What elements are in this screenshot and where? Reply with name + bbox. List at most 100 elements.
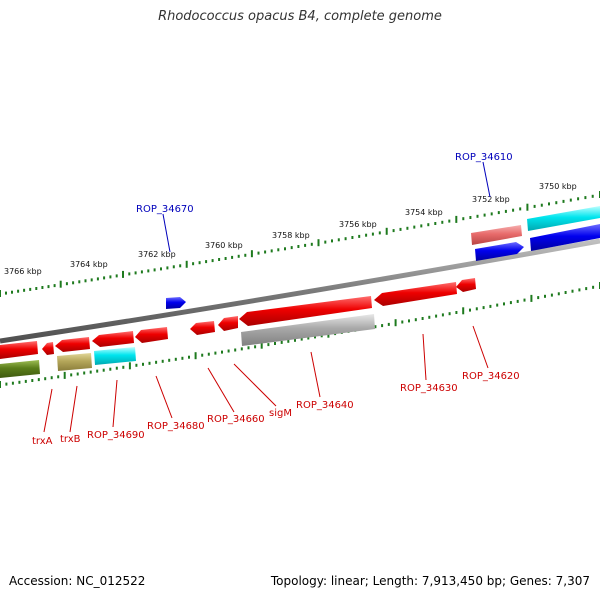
gene-rop-34630[interactable] xyxy=(374,282,457,306)
label-sigM: sigM xyxy=(269,408,292,419)
gene-red-left-edge[interactable] xyxy=(0,341,38,359)
gene-blue-right-2[interactable] xyxy=(530,224,600,251)
minor-tick xyxy=(523,298,526,302)
tick-label: 3758 kbp xyxy=(272,231,310,240)
major-tick xyxy=(526,203,529,211)
minor-tick xyxy=(270,249,273,253)
minor-tick xyxy=(57,375,60,379)
gene-trxB[interactable] xyxy=(55,337,90,352)
minor-tick xyxy=(11,290,13,294)
major-tick xyxy=(530,294,533,302)
label-leader-lines xyxy=(43,161,491,433)
minor-tick xyxy=(562,199,565,203)
minor-tick xyxy=(476,214,479,218)
minor-tick xyxy=(96,369,99,373)
gene-rop-34660[interactable] xyxy=(218,316,238,331)
minor-tick xyxy=(441,313,444,317)
major-tick xyxy=(63,371,66,379)
minor-tick xyxy=(569,198,572,202)
genome-backbone xyxy=(0,238,600,344)
minor-tick xyxy=(84,279,87,283)
gene-rop-34670[interactable] xyxy=(166,297,186,309)
minor-tick xyxy=(44,377,47,381)
minor-tick xyxy=(578,288,581,292)
minor-tick xyxy=(374,325,377,329)
label-rop-34690: ROP_34690 xyxy=(87,430,145,441)
minor-tick xyxy=(221,350,223,354)
leader-trxB xyxy=(69,385,78,433)
minor-tick xyxy=(455,311,458,314)
minor-tick xyxy=(280,340,283,344)
minor-tick xyxy=(142,362,144,366)
minor-tick xyxy=(78,280,81,284)
minor-tick xyxy=(17,289,20,293)
scale-tick-labels: 3766 kbp 3764 kbp 3762 kbp 3760 kbp 3758… xyxy=(4,182,577,276)
major-tick xyxy=(455,215,458,223)
minor-tick xyxy=(109,367,112,371)
minor-tick xyxy=(592,285,595,289)
major-tick xyxy=(394,319,397,327)
minor-tick xyxy=(128,272,131,276)
tick-label: 3760 kbp xyxy=(205,241,243,250)
minor-tick xyxy=(53,284,56,288)
minor-tick xyxy=(544,294,546,298)
gene-sigM[interactable] xyxy=(190,321,215,335)
gene-rop-34690[interactable] xyxy=(92,331,134,347)
minor-tick xyxy=(65,282,68,286)
minor-tick xyxy=(29,287,32,291)
gene-rop-34620[interactable] xyxy=(456,278,476,292)
minor-tick xyxy=(174,357,177,361)
minor-tick xyxy=(76,372,79,376)
minor-tick xyxy=(41,286,44,289)
minor-tick xyxy=(72,281,75,285)
leader-trxA xyxy=(43,388,53,433)
gene-rop-34640[interactable] xyxy=(239,296,372,326)
minor-tick xyxy=(482,306,485,310)
minor-tick xyxy=(227,349,230,353)
minor-tick xyxy=(428,315,431,319)
leader-rop-34640 xyxy=(310,351,321,398)
major-tick xyxy=(260,341,263,349)
minor-tick xyxy=(462,217,465,221)
minor-tick xyxy=(294,338,296,342)
minor-tick xyxy=(516,299,519,303)
minor-tick xyxy=(148,361,151,365)
minor-tick xyxy=(421,317,424,320)
label-rop-34660: ROP_34660 xyxy=(207,414,265,425)
tick-label: 3764 kbp xyxy=(70,260,108,269)
minor-tick xyxy=(331,239,333,243)
minor-tick xyxy=(96,277,99,281)
minor-tick xyxy=(584,196,587,200)
minor-tick xyxy=(277,248,280,252)
minor-tick xyxy=(18,380,21,384)
gene-olive-left[interactable] xyxy=(0,360,40,378)
gene-trxA[interactable] xyxy=(42,342,54,355)
minor-tick xyxy=(378,231,381,235)
gene-rop-34610[interactable] xyxy=(471,225,522,245)
minor-tick xyxy=(181,356,184,360)
minor-tick xyxy=(434,222,437,225)
minor-tick xyxy=(237,254,240,258)
minor-tick xyxy=(448,312,451,316)
gene-cyan-left[interactable] xyxy=(94,347,136,365)
minor-tick xyxy=(47,285,50,289)
minor-tick xyxy=(337,238,340,242)
leader-rop-34660 xyxy=(207,367,235,413)
minor-tick xyxy=(365,233,368,237)
gene-grey-long[interactable] xyxy=(241,314,375,346)
minor-tick xyxy=(420,224,423,228)
gene-khaki-left[interactable] xyxy=(57,353,92,371)
gene-cyan-right[interactable] xyxy=(527,206,600,231)
label-trxB: trxB xyxy=(60,434,81,445)
gene-blue-right-1[interactable] xyxy=(475,242,524,261)
minor-tick xyxy=(70,373,73,377)
minor-tick xyxy=(160,267,162,271)
minor-tick xyxy=(537,296,540,300)
minor-tick xyxy=(234,348,237,352)
minor-tick xyxy=(448,219,451,223)
gene-rop-34680[interactable] xyxy=(135,327,168,343)
minor-tick xyxy=(37,378,40,382)
minor-tick xyxy=(414,318,417,322)
leader-sigM xyxy=(233,363,277,407)
minor-tick xyxy=(267,343,270,347)
